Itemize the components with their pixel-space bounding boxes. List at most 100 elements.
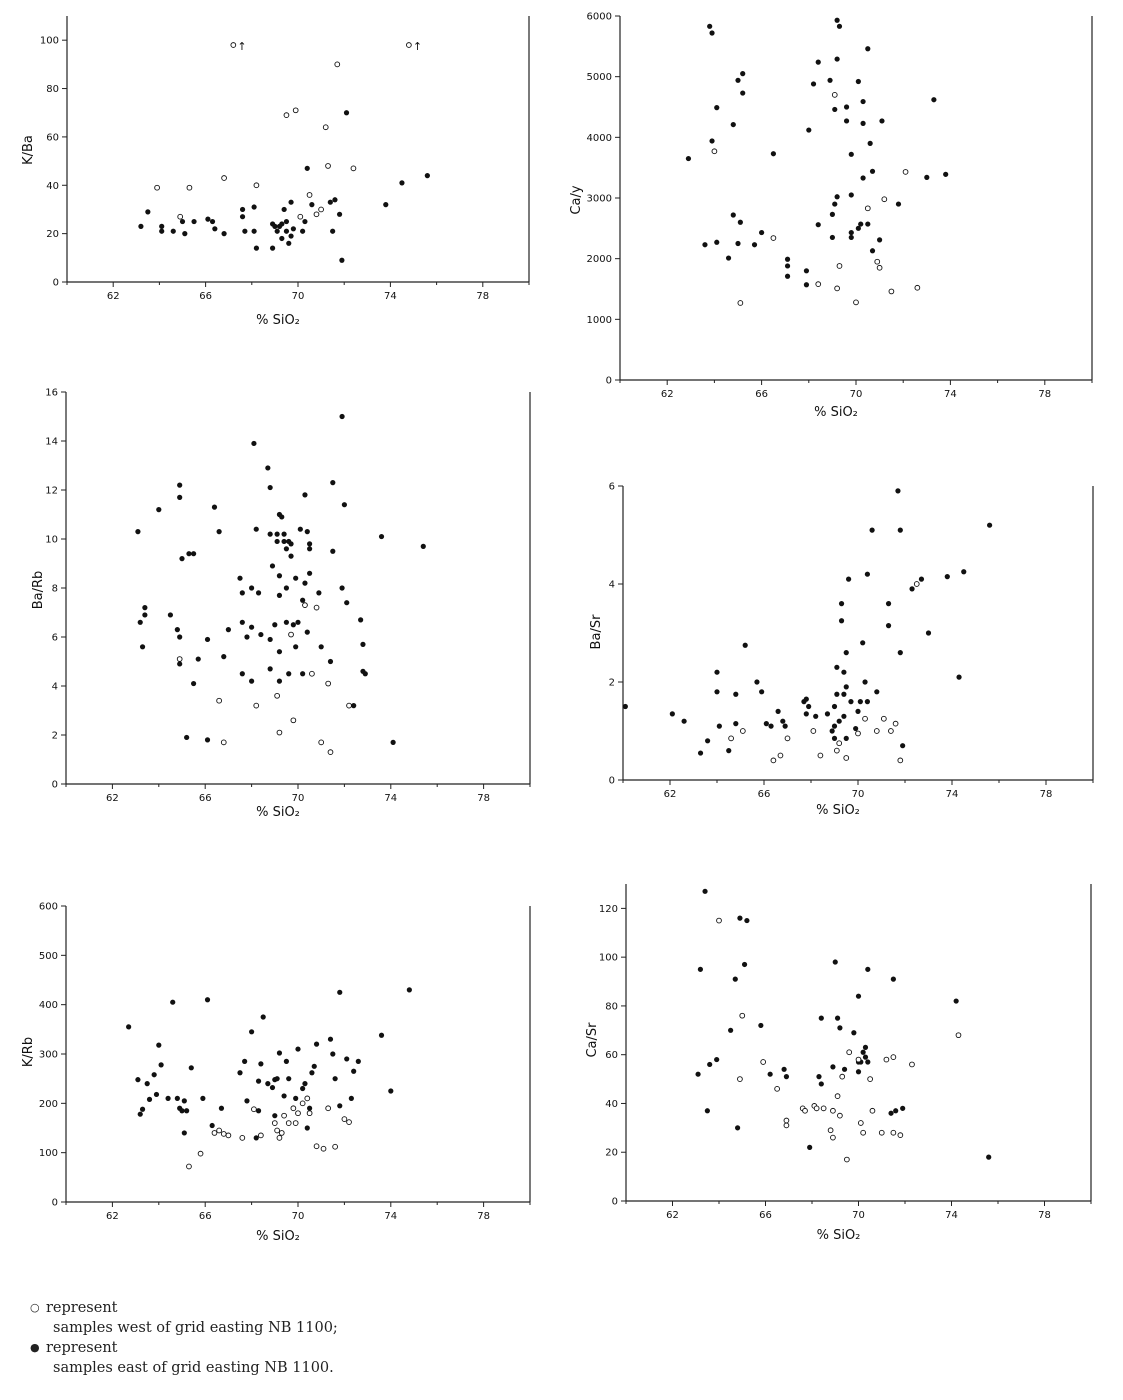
data-point-filled <box>855 993 862 999</box>
x-tick-label: 70 <box>292 1211 305 1222</box>
data-point-open <box>216 1127 222 1134</box>
x-tick-label: 66 <box>199 793 212 804</box>
data-point-filled <box>137 619 143 625</box>
data-point-filled <box>255 1078 262 1084</box>
data-point-filled <box>283 546 289 552</box>
y-tick-label: 20 <box>46 229 59 240</box>
data-point-filled <box>142 612 148 618</box>
data-point-open <box>888 728 894 734</box>
data-point-open <box>306 192 313 198</box>
data-point-filled <box>249 1029 255 1035</box>
y-tick-label: 8 <box>52 584 58 595</box>
legend-open-description: samples west of grid easting NB 1100; <box>53 1320 338 1336</box>
data-point-filled <box>286 240 292 246</box>
data-point-filled <box>864 571 870 577</box>
y-tick-label: 2 <box>609 678 615 689</box>
data-point-open <box>220 739 227 746</box>
data-point-filled <box>855 78 861 85</box>
data-point-filled <box>897 650 903 656</box>
data-point-filled <box>332 197 338 203</box>
data-point-filled <box>733 721 739 727</box>
data-point-filled <box>307 546 313 552</box>
data-point-open <box>770 235 777 241</box>
data-point-open <box>327 749 334 756</box>
data-point-filled <box>740 90 746 96</box>
data-point-open <box>914 284 921 291</box>
data-point-filled <box>865 966 871 972</box>
data-point-filled <box>286 1076 292 1082</box>
data-point-open <box>817 752 824 759</box>
data-point-filled <box>276 573 283 579</box>
data-point-open <box>225 1132 232 1139</box>
data-point-filled <box>867 140 873 146</box>
data-point-open <box>839 1073 846 1080</box>
x-axis-title: % SiO₂ <box>256 1229 300 1244</box>
data-point-filled <box>841 669 847 675</box>
data-point-open <box>955 1032 962 1039</box>
data-point-filled <box>874 689 880 695</box>
y-tick-label: 2000 <box>587 254 612 265</box>
data-point-filled <box>355 1058 361 1064</box>
data-point-filled <box>956 674 962 680</box>
x-tick-label: 66 <box>199 291 212 302</box>
data-point-filled <box>158 1062 164 1068</box>
data-point-filled <box>146 1096 153 1102</box>
data-point-filled <box>249 678 255 684</box>
data-point-open <box>197 1150 204 1157</box>
data-point-filled <box>830 1064 836 1070</box>
data-point-filled <box>281 1093 287 1099</box>
data-point-filled <box>327 1036 334 1042</box>
data-point-filled <box>283 619 289 625</box>
data-point-filled <box>709 138 715 144</box>
data-point-filled <box>274 1076 280 1082</box>
data-point-filled <box>177 494 183 500</box>
data-point-filled <box>191 680 197 687</box>
data-point-open <box>290 1105 297 1112</box>
chart-frame <box>621 884 1092 1206</box>
data-point-filled <box>177 661 183 667</box>
data-point-filled <box>242 228 248 234</box>
data-point-filled <box>806 703 812 710</box>
data-point-filled <box>726 748 732 754</box>
data-point-filled <box>707 1061 713 1068</box>
data-point-filled <box>327 658 334 665</box>
data-point-filled <box>843 735 849 741</box>
data-point-open <box>325 1105 332 1112</box>
data-point-filled <box>304 165 310 171</box>
data-point-filled <box>304 629 310 635</box>
data-point-filled <box>831 723 838 729</box>
data-point-filled <box>848 234 854 241</box>
data-point-filled <box>165 1095 171 1101</box>
data-point-open <box>318 739 325 746</box>
data-point-open <box>332 1143 338 1150</box>
data-point-filled <box>697 750 704 756</box>
data-point-filled <box>853 725 859 732</box>
data-point-filled <box>944 574 950 580</box>
data-point-filled <box>987 522 993 528</box>
data-point-filled <box>735 1125 741 1131</box>
data-point-filled <box>139 644 146 650</box>
data-point-filled <box>307 541 313 547</box>
data-point-filled <box>138 223 144 229</box>
y-tick-label: 200 <box>39 1099 58 1110</box>
data-point-filled <box>741 961 748 968</box>
data-point-open <box>220 1131 227 1137</box>
data-point-open <box>820 1105 827 1112</box>
y-tick-label: 500 <box>39 951 58 962</box>
data-point-filled <box>330 228 336 234</box>
data-point-filled <box>142 605 148 611</box>
data-point-filled <box>221 231 227 237</box>
data-point-open <box>883 1056 890 1063</box>
y-tick-label: 14 <box>45 437 58 448</box>
data-point-open <box>864 205 871 212</box>
data-point-filled <box>818 1081 824 1087</box>
data-point-filled <box>126 1024 132 1030</box>
data-point-filled <box>862 1044 869 1050</box>
data-point-filled <box>274 531 280 537</box>
data-point-filled <box>348 1095 354 1101</box>
y-tick-label: 4 <box>52 682 58 693</box>
data-point-filled <box>307 1105 313 1111</box>
data-point-filled <box>251 440 257 447</box>
data-point-open <box>902 169 909 175</box>
data-point-filled <box>204 997 211 1003</box>
